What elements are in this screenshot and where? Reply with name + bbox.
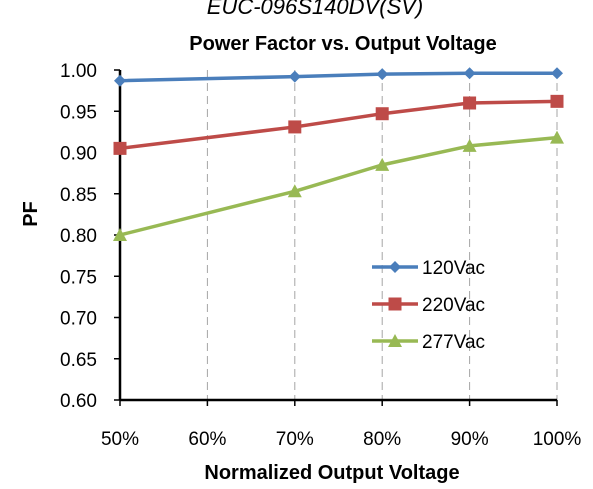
data-point-277Vac [113, 228, 127, 241]
data-point-120Vac [463, 67, 476, 80]
legend-marker-120Vac [389, 261, 401, 273]
y-tick-label: 0.65 [60, 350, 97, 371]
data-point-277Vac [462, 138, 477, 152]
data-point-220Vac [288, 120, 302, 134]
data-point-120Vac [551, 67, 563, 80]
data-point-220Vac [463, 96, 477, 110]
data-point-120Vac [288, 70, 301, 83]
data-point-220Vac [375, 107, 389, 121]
y-tick-labels: 0.60 0.65 0.70 0.75 0.80 0.85 0.90 0.95 1.00 [60, 61, 97, 412]
legend-marker-277Vac [388, 334, 402, 347]
legend-label: 220Vac [422, 295, 485, 316]
y-tick-label: 1.00 [60, 61, 97, 82]
x-tick-label: 100% [533, 429, 582, 450]
y-tick-label: 0.60 [60, 391, 97, 412]
data-point-220Vac [550, 94, 564, 108]
x-tick-label: 90% [451, 429, 489, 450]
y-tick-label: 0.75 [60, 267, 97, 288]
x-tick-label: 70% [276, 429, 314, 450]
series-line-277Vac [119, 135, 558, 237]
y-tick-label: 0.85 [60, 185, 97, 206]
legend-marker-220Vac [388, 297, 402, 311]
x-axis-label: Normalized Output Voltage [204, 462, 459, 484]
series-line-220Vac [119, 99, 558, 151]
data-point-220Vac [113, 141, 127, 155]
y-tick-label: 0.80 [60, 226, 97, 247]
top-title-text: EUC-096S140DV(SV) [207, 0, 423, 19]
y-tick-label: 0.90 [60, 144, 97, 165]
x-tick-label: 80% [363, 429, 401, 450]
series-lines [113, 67, 564, 241]
y-tick-label: 0.70 [60, 309, 97, 330]
legend-label: 120Vac [422, 258, 485, 279]
chart-title: Power Factor vs. Output Voltage [189, 33, 496, 55]
legend: 120Vac 220Vac 277Vac [372, 258, 485, 353]
data-point-120Vac [114, 74, 126, 87]
x-tick-label: 60% [188, 429, 226, 450]
data-point-277Vac [375, 157, 390, 171]
data-point-277Vac [287, 184, 302, 198]
data-point-120Vac [376, 68, 389, 81]
x-tick-label: 50% [101, 429, 139, 450]
x-tick-labels: 50% 60% 70% 80% 90% 100% [101, 429, 581, 450]
legend-label: 277Vac [422, 332, 485, 353]
data-point-277Vac [550, 130, 564, 144]
y-axis-label: PF [20, 201, 42, 227]
series-line-120Vac [119, 71, 557, 83]
y-tick-label: 0.95 [60, 102, 97, 123]
